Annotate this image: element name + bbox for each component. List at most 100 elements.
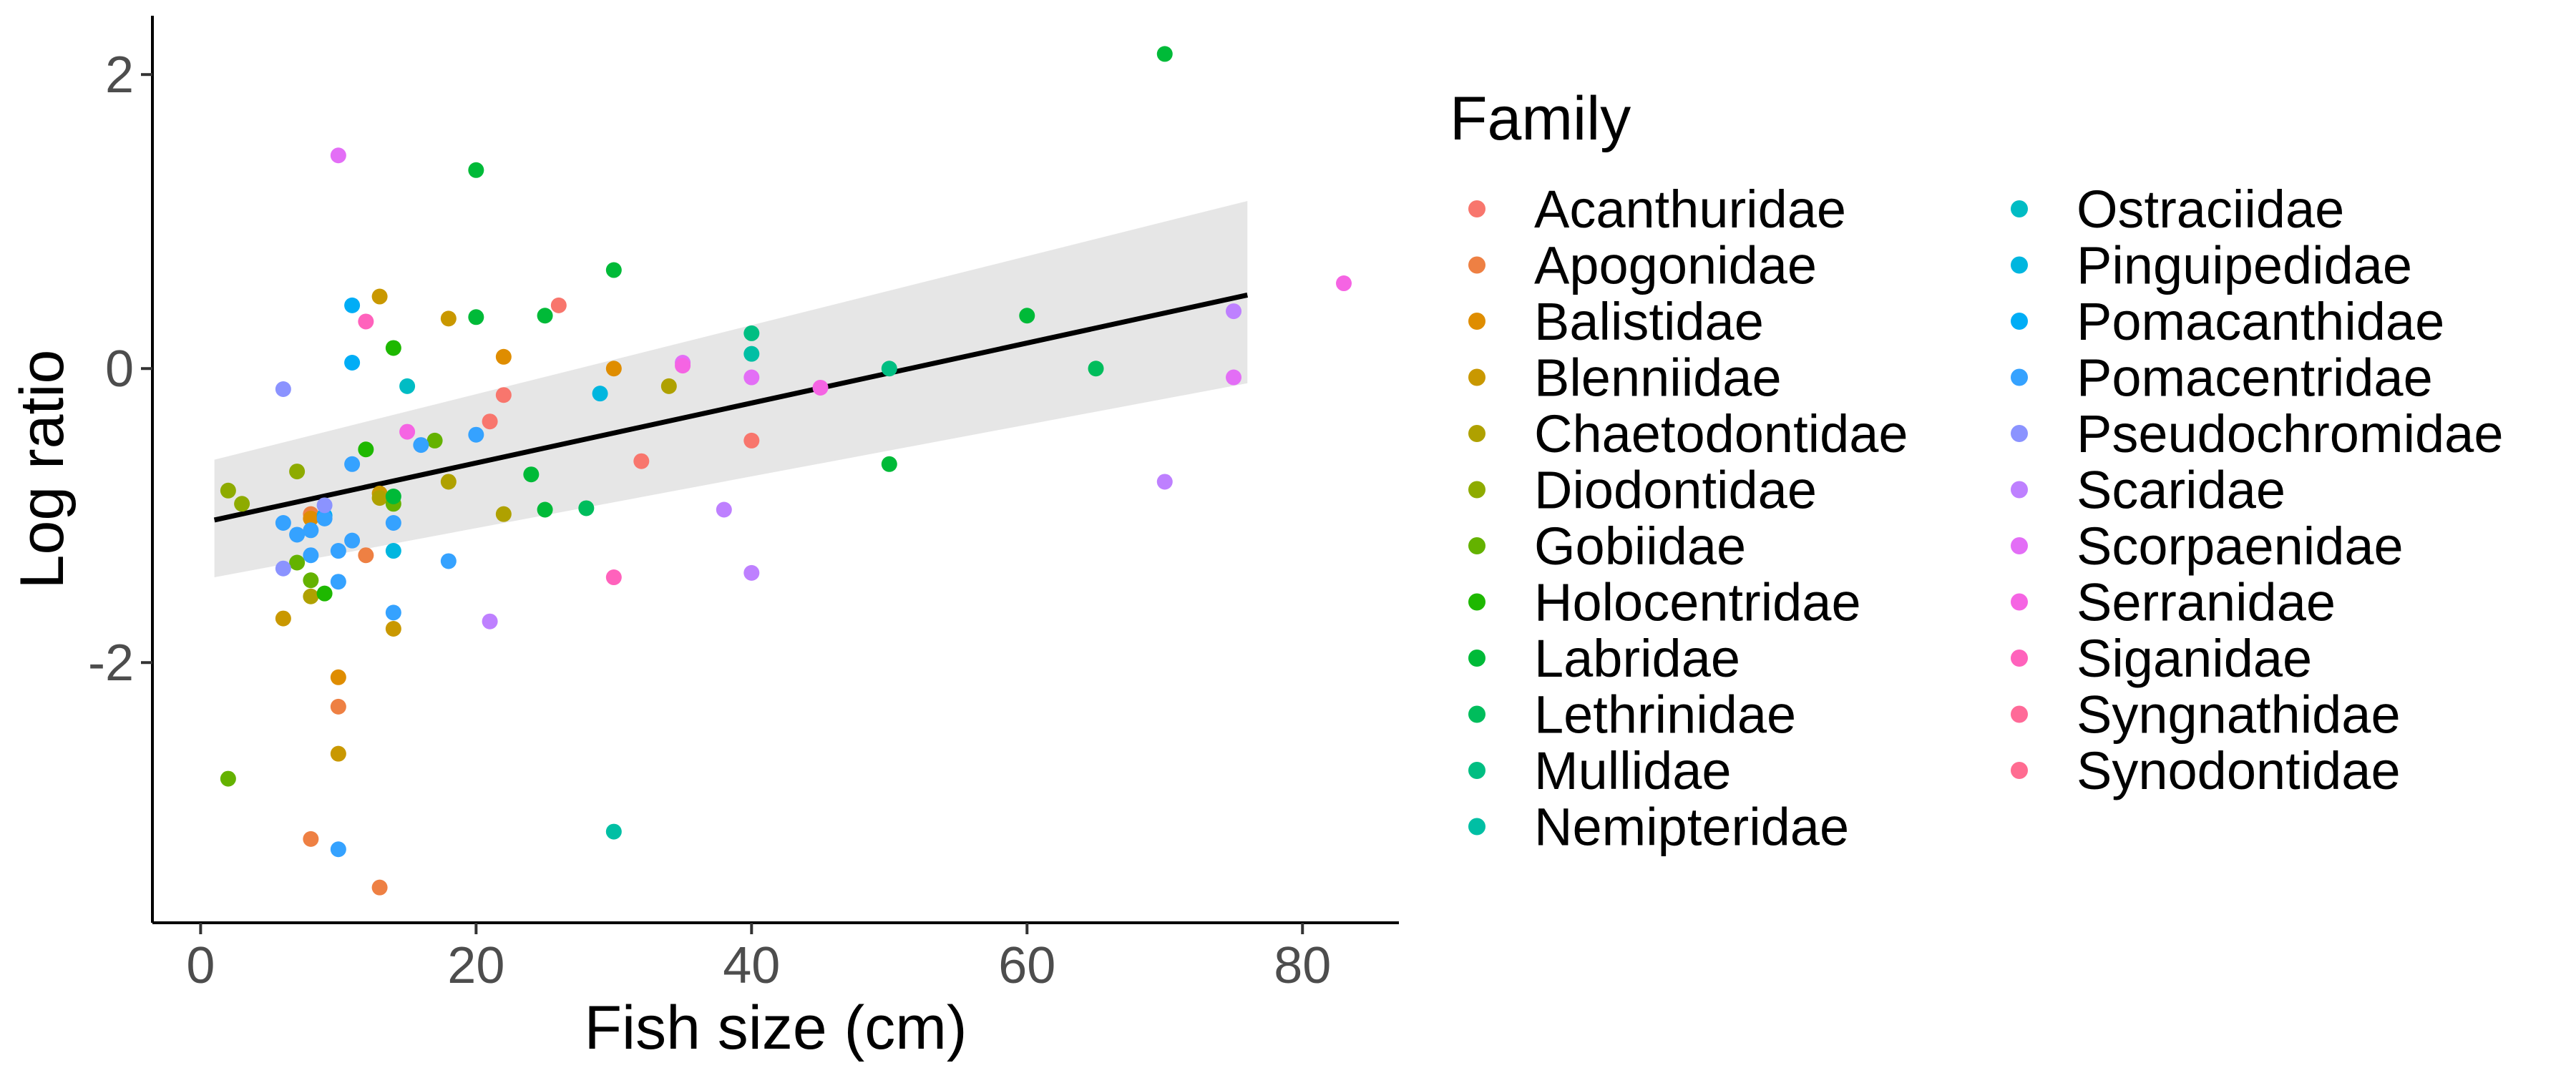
data-point-balistidae [330, 669, 346, 685]
legend-key-apogonidae [1468, 256, 1485, 274]
legend-label-synodontidae: Synodontidae [2077, 741, 2401, 800]
data-point-pseudochromidae [316, 497, 333, 514]
data-point-scorpaenidae [330, 147, 346, 164]
data-point-diodontidae [289, 464, 306, 480]
y-tick-label: 2 [105, 46, 134, 104]
legend-key-ostraciidae [2011, 200, 2028, 217]
data-point-blenniidae [371, 288, 388, 305]
legend-label-blenniidae: Blenniidae [1534, 348, 1782, 408]
data-point-acanthuridae [633, 453, 650, 469]
legend-key-labridae [1468, 650, 1485, 667]
x-axis-ticks: 0 20 40 60 80 [186, 923, 1331, 994]
legend-items: AcanthuridaeApogonidaeBalistidaeBlenniid… [1468, 180, 2503, 857]
data-point-blenniidae [275, 610, 291, 627]
x-axis-title: Fish size (cm) [584, 994, 967, 1062]
data-point-pinguipedidae [385, 543, 401, 559]
x-tick-label: 80 [1274, 937, 1331, 994]
legend-key-diodontidae [1468, 481, 1485, 499]
data-point-pomacentridae [303, 522, 319, 539]
legend-label-scaridae: Scaridae [2077, 461, 2285, 520]
data-point-gobiidae [426, 432, 443, 449]
legend-label-scorpaenidae: Scorpaenidae [2077, 516, 2404, 576]
x-tick-label: 20 [447, 937, 504, 994]
data-point-labridae [468, 162, 484, 178]
data-point-apogonidae [330, 698, 346, 715]
data-point-pseudochromidae [275, 560, 291, 577]
data-point-serranidae [675, 358, 691, 374]
data-point-pomacanthidae [344, 297, 361, 313]
data-point-apogonidae [358, 547, 374, 564]
legend-key-pomacanthidae [2011, 313, 2028, 330]
data-point-holocentridae [358, 441, 374, 458]
data-point-siganidae [605, 569, 622, 586]
legend-label-syngnathidae: Syngnathidae [2077, 685, 2401, 745]
data-point-chaetodontidae [495, 506, 512, 522]
data-point-pomacanthidae [344, 355, 361, 371]
data-point-scaridae [743, 564, 760, 581]
data-point-mullidae [743, 325, 760, 341]
data-point-chaetodontidae [303, 588, 319, 604]
data-point-scorpaenidae [743, 369, 760, 386]
legend-label-serranidae: Serranidae [2077, 573, 2336, 632]
data-point-holocentridae [385, 340, 401, 356]
data-point-pinguipedidae [592, 386, 608, 402]
legend-label-pomacanthidae: Pomacanthidae [2077, 292, 2444, 351]
legend-label-ostraciidae: Ostraciidae [2077, 180, 2344, 239]
y-axis-title: Log ratio [8, 350, 77, 589]
legend-key-gobiidae [1468, 537, 1485, 554]
legend-key-lethrinidae [1468, 705, 1485, 723]
legend-key-syngnathidae [2011, 705, 2028, 723]
data-point-pomacentridae [303, 547, 319, 564]
confidence-band [214, 200, 1248, 578]
data-point-balistidae [303, 510, 319, 526]
legend-key-synodontidae [2011, 762, 2028, 779]
data-point-gobiidae [303, 572, 319, 589]
legend-key-chaetodontidae [1468, 425, 1485, 442]
legend-key-scaridae [2011, 481, 2028, 499]
data-point-serranidae [1336, 275, 1352, 292]
data-point-pomacentridae [344, 456, 361, 472]
legend-key-balistidae [1468, 313, 1485, 330]
data-point-labridae [385, 489, 401, 505]
legend-key-blenniidae [1468, 368, 1485, 386]
data-point-diodontidae [220, 482, 236, 499]
trend-line [213, 293, 1249, 523]
data-point-scorpaenidae [1226, 369, 1242, 386]
legend-key-pomacentridae [2011, 368, 2028, 386]
legend-label-apogonidae: Apogonidae [1534, 236, 1817, 295]
data-point-pomacentridae [344, 532, 361, 549]
axes [151, 16, 1399, 924]
legend-key-pseudochromidae [2011, 425, 2028, 442]
legend-label-pseudochromidae: Pseudochromidae [2077, 404, 2503, 464]
legend-label-siganidae: Siganidae [2077, 629, 2312, 688]
data-point-lethrinidae [1088, 361, 1104, 377]
legend-label-diodontidae: Diodontidae [1534, 461, 1817, 520]
data-point-chaetodontidae [371, 490, 388, 506]
data-point-nemipteridae [743, 346, 760, 362]
legend-label-balistidae: Balistidae [1534, 292, 1764, 351]
data-point-mullidae [881, 361, 897, 377]
legend-label-nemipteridae: Nemipteridae [1534, 798, 1849, 857]
data-point-serranidae [812, 379, 829, 396]
data-point-pomacentridae [413, 437, 429, 454]
data-point-scaridae [716, 501, 732, 518]
data-point-pomacentridae [330, 543, 346, 559]
data-point-pseudochromidae [275, 381, 291, 397]
data-point-labridae [1156, 46, 1173, 62]
legend-label-pomacentridae: Pomacentridae [2077, 348, 2433, 408]
y-tick-label: 0 [105, 340, 134, 398]
data-point-gobiidae [220, 770, 236, 787]
data-point-holocentridae [316, 585, 333, 602]
data-point-pomacentridae [275, 515, 291, 531]
legend-label-holocentridae: Holocentridae [1534, 573, 1861, 632]
y-axis-ticks: 2 0 -2 [88, 46, 152, 692]
data-point-balistidae [495, 348, 512, 365]
legend-label-mullidae: Mullidae [1534, 741, 1732, 800]
data-point-chaetodontidae [660, 378, 677, 394]
legend-key-siganidae [2011, 650, 2028, 667]
data-point-pomacentridae [385, 515, 401, 531]
legend-key-holocentridae [1468, 593, 1485, 611]
data-point-scaridae [482, 613, 498, 629]
confidence-band-layer [214, 200, 1248, 578]
